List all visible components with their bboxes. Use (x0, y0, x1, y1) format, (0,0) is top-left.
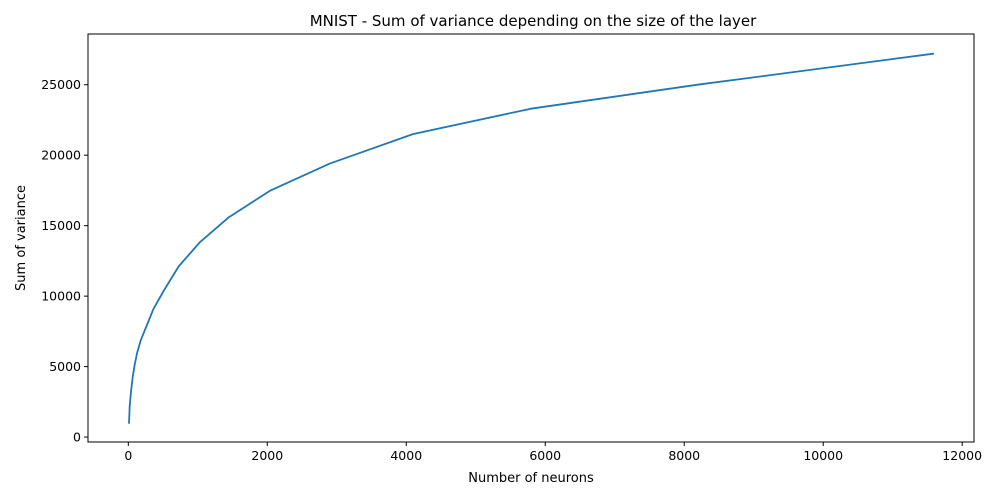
x-tick-label: 4000 (390, 448, 422, 463)
y-axis: 0 5000 10000 15000 20000 25000 (41, 77, 88, 445)
y-tick-label: 20000 (41, 148, 81, 163)
x-tick-label: 0 (124, 448, 132, 463)
y-tick-label: 5000 (49, 359, 81, 374)
x-axis-label: Number of neurons (468, 471, 594, 486)
x-axis: 0 2000 4000 6000 8000 10000 12000 (124, 442, 982, 463)
plot-frame (87, 33, 975, 443)
y-tick-label: 0 (73, 430, 81, 445)
x-tick-label: 12000 (942, 448, 982, 463)
plot-area (87, 33, 975, 443)
y-tick-label: 15000 (41, 218, 81, 233)
x-tick-label: 10000 (803, 448, 843, 463)
y-axis-label: Sum of variance (14, 185, 29, 291)
y-tick-label: 10000 (41, 289, 81, 304)
x-tick-label: 8000 (668, 448, 700, 463)
chart-title: MNIST - Sum of variance depending on the… (310, 12, 757, 30)
x-tick-label: 6000 (529, 448, 561, 463)
y-tick-label: 25000 (41, 77, 81, 92)
x-tick-label: 2000 (251, 448, 283, 463)
series-line (128, 52, 935, 424)
